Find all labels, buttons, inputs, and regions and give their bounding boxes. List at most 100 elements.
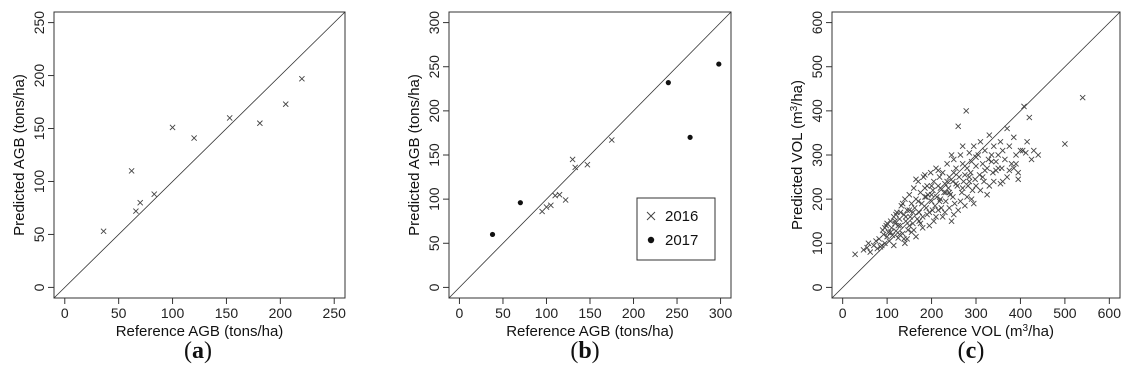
data-point-dot	[665, 80, 671, 86]
data-point-x-stroke	[966, 149, 973, 156]
data-point-x-stroke	[979, 174, 986, 180]
data-point-x-stroke	[867, 249, 874, 256]
data-point-x-stroke	[929, 187, 936, 194]
data-point-x	[1006, 143, 1013, 150]
data-point-x	[909, 209, 916, 216]
data-point-x-stroke	[930, 218, 937, 225]
data-point-x-stroke	[916, 218, 923, 225]
data-point-x-stroke	[100, 228, 107, 235]
data-point-x	[965, 182, 971, 189]
data-point-x-stroke	[970, 200, 977, 207]
data-point-x-stroke	[915, 198, 922, 205]
data-point-x-stroke	[955, 123, 962, 130]
data-point-x	[924, 211, 931, 218]
data-point-x	[892, 220, 899, 227]
identity-line	[53, 11, 346, 299]
data-point-x-stroke	[1061, 141, 1068, 147]
data-point-x-stroke	[893, 227, 899, 234]
data-point-x-stroke	[128, 167, 135, 174]
data-point-x	[897, 209, 904, 216]
data-point-x-stroke	[902, 213, 909, 220]
plot-frame	[53, 11, 346, 299]
data-point-x	[137, 199, 144, 206]
data-point-x-stroke	[543, 204, 550, 210]
data-point-x	[942, 189, 949, 196]
data-point-x	[256, 120, 263, 127]
axis-title-part: /ha)	[1028, 323, 1054, 340]
data-point-x	[1015, 176, 1022, 183]
data-point-x	[906, 191, 913, 198]
data-point-x	[889, 232, 896, 239]
data-point-x-stroke	[909, 209, 916, 216]
x-tick-label: 500	[1053, 305, 1077, 321]
x-axis-title: Reference AGB (tons/ha)	[116, 323, 284, 340]
data-point-x-stroke	[864, 244, 871, 251]
x-axis-title: Reference AGB (tons/ha)	[506, 323, 674, 340]
data-point-x-stroke	[938, 205, 945, 211]
data-point-x-stroke	[913, 176, 919, 183]
data-point-x-stroke	[1013, 152, 1019, 158]
y-tick-label: 100	[426, 187, 442, 211]
data-point-x	[887, 229, 894, 236]
data-point-x	[1021, 103, 1027, 110]
data-point-x-stroke	[968, 158, 975, 165]
data-point-x	[1017, 147, 1024, 154]
data-point-x	[919, 213, 926, 220]
data-point-x	[949, 178, 956, 185]
data-point-x-stroke	[976, 171, 983, 178]
y-tick-label: 50	[31, 226, 47, 242]
data-point-dot	[489, 231, 496, 238]
data-point-x-stroke	[966, 174, 973, 180]
data-point-x-stroke	[256, 120, 263, 127]
data-point-x-stroke	[884, 233, 891, 240]
data-point-x	[169, 124, 176, 131]
data-point-x	[890, 242, 897, 249]
data-point-x-stroke	[924, 211, 931, 218]
data-point-x	[935, 167, 942, 174]
data-point-x	[923, 194, 930, 200]
data-point-x-stroke	[981, 178, 987, 185]
axis-title-part: 3	[1023, 323, 1029, 334]
data-point-x	[1013, 152, 1019, 158]
data-point-x-stroke	[1015, 176, 1022, 183]
y-tick-label: 400	[809, 99, 825, 123]
data-point-x-stroke	[939, 213, 946, 220]
data-point-x-stroke	[886, 238, 893, 244]
data-point-x-stroke	[1015, 169, 1022, 176]
data-point-x-stroke	[888, 224, 895, 231]
data-point-x-stroke	[1028, 156, 1035, 163]
data-point-x-stroke	[959, 160, 966, 167]
data-point-x-stroke	[226, 115, 233, 121]
panel-label-c: (c)	[957, 338, 985, 364]
data-point-x-stroke	[936, 174, 943, 180]
data-point-x-stroke	[946, 174, 953, 180]
data-point-x-stroke	[1019, 147, 1026, 154]
data-point-x-stroke	[988, 152, 995, 158]
data-point-x	[892, 218, 899, 225]
y-axis-title: Predicted VOL (m3/ha)	[789, 80, 807, 230]
data-point-x-stroke	[897, 222, 904, 229]
data-point-x	[928, 191, 935, 198]
data-point-x	[864, 244, 871, 251]
data-point-x-stroke	[917, 189, 924, 196]
data-point-x-stroke	[878, 242, 885, 249]
data-point-x-stroke	[904, 207, 911, 214]
data-point-x	[881, 240, 888, 247]
data-point-x-stroke	[969, 187, 976, 194]
x-tick-label: 50	[111, 305, 127, 321]
data-point-x	[1010, 165, 1017, 172]
data-point-x	[897, 222, 904, 229]
data-point-x	[916, 209, 923, 216]
data-point-x	[887, 218, 894, 225]
data-point-x	[930, 218, 937, 225]
data-point-x	[547, 202, 554, 209]
x-tick-label: 50	[495, 305, 511, 321]
data-point-x-stroke	[873, 238, 879, 244]
chart-panel-b: 0 50 100 150 200 250 300 0 50 100 150 200 250 300 Refe…	[379, 0, 758, 380]
data-point-x	[999, 147, 1006, 154]
data-point-x	[951, 200, 958, 207]
chart-panel-a: 0 50 100 150 200 250 0 50 100 150 200 250 Reference …	[0, 0, 379, 380]
data-point-x-stroke	[874, 245, 881, 252]
x-tick-label: 0	[456, 305, 464, 321]
data-point-x-stroke	[967, 169, 974, 176]
